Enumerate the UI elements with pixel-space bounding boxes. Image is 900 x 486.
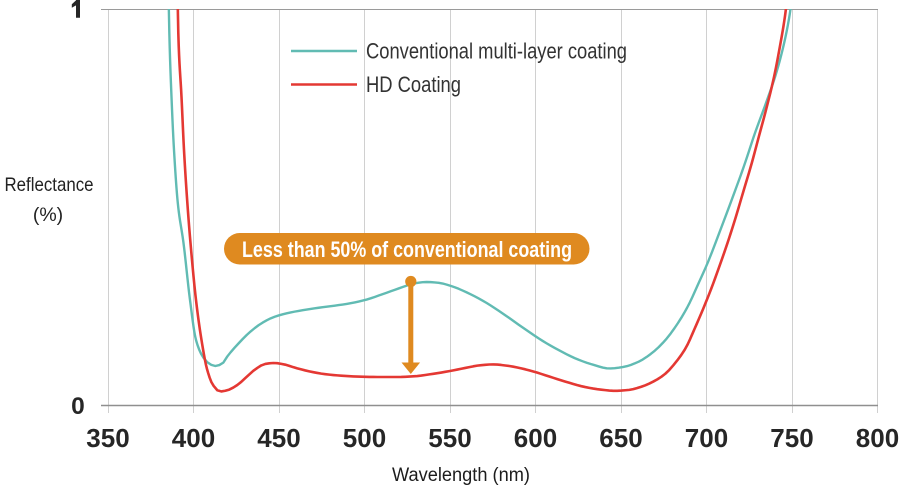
svg-text:700: 700 xyxy=(685,423,728,453)
svg-text:400: 400 xyxy=(172,423,215,453)
svg-text:650: 650 xyxy=(599,423,642,453)
svg-text:800: 800 xyxy=(856,423,899,453)
svg-text:Reflectance: Reflectance xyxy=(5,174,94,196)
svg-text:350: 350 xyxy=(86,423,129,453)
svg-text:Conventional multi-layer coati: Conventional multi-layer coating xyxy=(366,39,627,64)
svg-text:Less than 50% of conventional: Less than 50% of conventional coating xyxy=(242,237,572,262)
svg-text:(%): (%) xyxy=(33,204,63,226)
svg-text:HD Coating: HD Coating xyxy=(366,72,461,97)
svg-text:600: 600 xyxy=(514,423,557,453)
svg-text:450: 450 xyxy=(257,423,300,453)
svg-text:Wavelength (nm): Wavelength (nm) xyxy=(392,465,530,486)
svg-text:750: 750 xyxy=(770,423,813,453)
svg-text:550: 550 xyxy=(428,423,471,453)
svg-text:500: 500 xyxy=(343,423,386,453)
svg-text:0: 0 xyxy=(71,393,85,420)
